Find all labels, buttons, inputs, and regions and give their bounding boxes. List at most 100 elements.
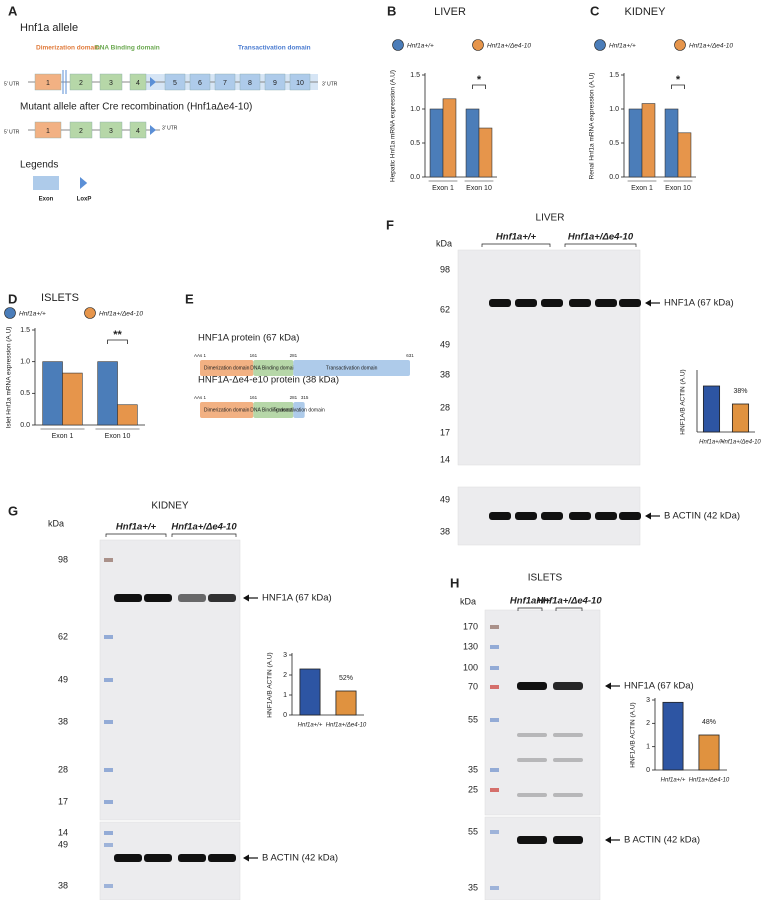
protein-domain <box>293 360 410 376</box>
actin-band <box>541 512 563 520</box>
utr-label: 5' UTR <box>4 81 20 87</box>
ladder-band <box>104 558 113 562</box>
marker-label: 38 <box>58 880 68 890</box>
y-tick-label: 0.0 <box>609 174 619 181</box>
y-tick-label: 3 <box>646 697 650 704</box>
ladder-band <box>104 720 113 724</box>
x-tick-label: Hnf1a+/+ <box>699 440 724 446</box>
significance-bracket <box>671 84 685 89</box>
marker-label: 14 <box>58 827 68 837</box>
marker-label: 14 <box>440 454 450 464</box>
y-tick-label: 1 <box>283 692 287 699</box>
actin-band <box>178 854 206 862</box>
y-tick-label: 0.5 <box>20 390 30 397</box>
marker-label: 28 <box>58 764 68 774</box>
exon <box>99 121 123 139</box>
y-tick-label: 0.5 <box>410 140 420 147</box>
actin-band <box>619 512 641 520</box>
y-tick-label: 1.0 <box>609 106 619 113</box>
mutant-title: Mutant allele after Cre recombination (H… <box>20 102 252 113</box>
bar <box>641 103 656 178</box>
aa-boundary: 281 <box>290 353 298 358</box>
marker-label: 62 <box>58 631 68 641</box>
ladder-band <box>104 800 113 804</box>
marker-label: 35 <box>468 764 478 774</box>
x-tick-label: Exon 10 <box>105 433 131 440</box>
legend-marker <box>472 39 484 51</box>
y-axis-label: Hepatic Hnf1a mRNA expression (A.U) <box>390 70 397 182</box>
chart-title: LIVER <box>434 6 466 18</box>
marker-label: 25 <box>468 784 478 794</box>
legend-exon <box>33 176 59 190</box>
x-tick-label: Exon 10 <box>665 185 691 192</box>
bar <box>62 372 83 426</box>
domain-name: Transactivation domain <box>326 365 378 371</box>
panel-label: H <box>450 575 459 590</box>
x-tick-label: Hnf1a+/+ <box>298 723 323 729</box>
actin-band <box>595 512 617 520</box>
y-axis-label: HNF1A/B ACTIN (A.U) <box>680 369 687 434</box>
percent-label: 52% <box>339 675 353 682</box>
bar <box>702 385 721 433</box>
loxp <box>80 177 88 189</box>
kda-label: kDa <box>48 518 64 528</box>
domain-name: Transactivation domain <box>273 407 325 413</box>
bar <box>664 108 679 178</box>
band-label: B ACTIN (42 kDa) <box>262 853 338 864</box>
x-tick-label: Exon 10 <box>466 185 492 192</box>
band-label: HNF1A (67 kDa) <box>664 298 734 309</box>
domain-name: Dimerization domain <box>204 407 250 413</box>
y-tick-label: 0.0 <box>410 174 420 181</box>
marker-label: 100 <box>463 662 478 672</box>
protein-band <box>541 299 563 307</box>
marker-label: 55 <box>468 826 478 836</box>
ladder-band <box>104 884 113 888</box>
aa-start: AAs 1 <box>194 395 207 400</box>
marker-label: 62 <box>440 304 450 314</box>
marker-label: 17 <box>440 427 450 437</box>
protein-band <box>178 594 206 602</box>
exon <box>99 73 123 91</box>
arrow-head <box>605 836 611 844</box>
marker-label: 49 <box>440 339 450 349</box>
bar <box>662 701 684 771</box>
protein-band <box>517 682 547 690</box>
group-label: Hnf1a+/+ <box>496 232 537 243</box>
group-bracket <box>555 607 583 611</box>
legend-label: Hnf1a+/+ <box>609 43 636 50</box>
legend-label: Hnf1a+/+ <box>407 43 434 50</box>
y-tick-label: 0 <box>646 767 650 774</box>
bar <box>429 108 444 178</box>
bar <box>677 132 692 178</box>
arrow-head <box>243 594 249 602</box>
actin-band <box>553 836 583 844</box>
panel-label: F <box>386 217 394 232</box>
kda-label: kDa <box>460 596 476 606</box>
actin-band <box>569 512 591 520</box>
exon-label: 4 <box>136 128 140 135</box>
panel-label: C <box>590 3 600 18</box>
domain-name: DNA Binding domain <box>250 365 296 371</box>
actin-band <box>489 512 511 520</box>
protein-band <box>595 299 617 307</box>
legend-label: Hnf1a+/Δe4-10 <box>99 311 143 318</box>
exon-label: 10 <box>296 80 304 87</box>
legend-marker <box>594 39 606 51</box>
bar <box>465 108 480 178</box>
faint-band <box>553 733 583 737</box>
x-tick-label: Exon 1 <box>432 185 454 192</box>
exon-label: 3 <box>109 80 113 87</box>
group-bracket <box>171 533 237 537</box>
legend-label: Hnf1a+/Δe4-10 <box>487 43 531 50</box>
y-tick-label: 0.5 <box>609 140 619 147</box>
loxp <box>150 77 156 87</box>
marker-label: 170 <box>463 621 478 631</box>
faint-band <box>553 793 583 797</box>
exon-label: 8 <box>248 80 252 87</box>
blot-title: LIVER <box>536 213 565 224</box>
marker-label: 49 <box>58 674 68 684</box>
exon-label: 6 <box>198 80 202 87</box>
y-tick-label: 2 <box>283 672 287 679</box>
legend-label: Hnf1a+/+ <box>19 311 46 318</box>
